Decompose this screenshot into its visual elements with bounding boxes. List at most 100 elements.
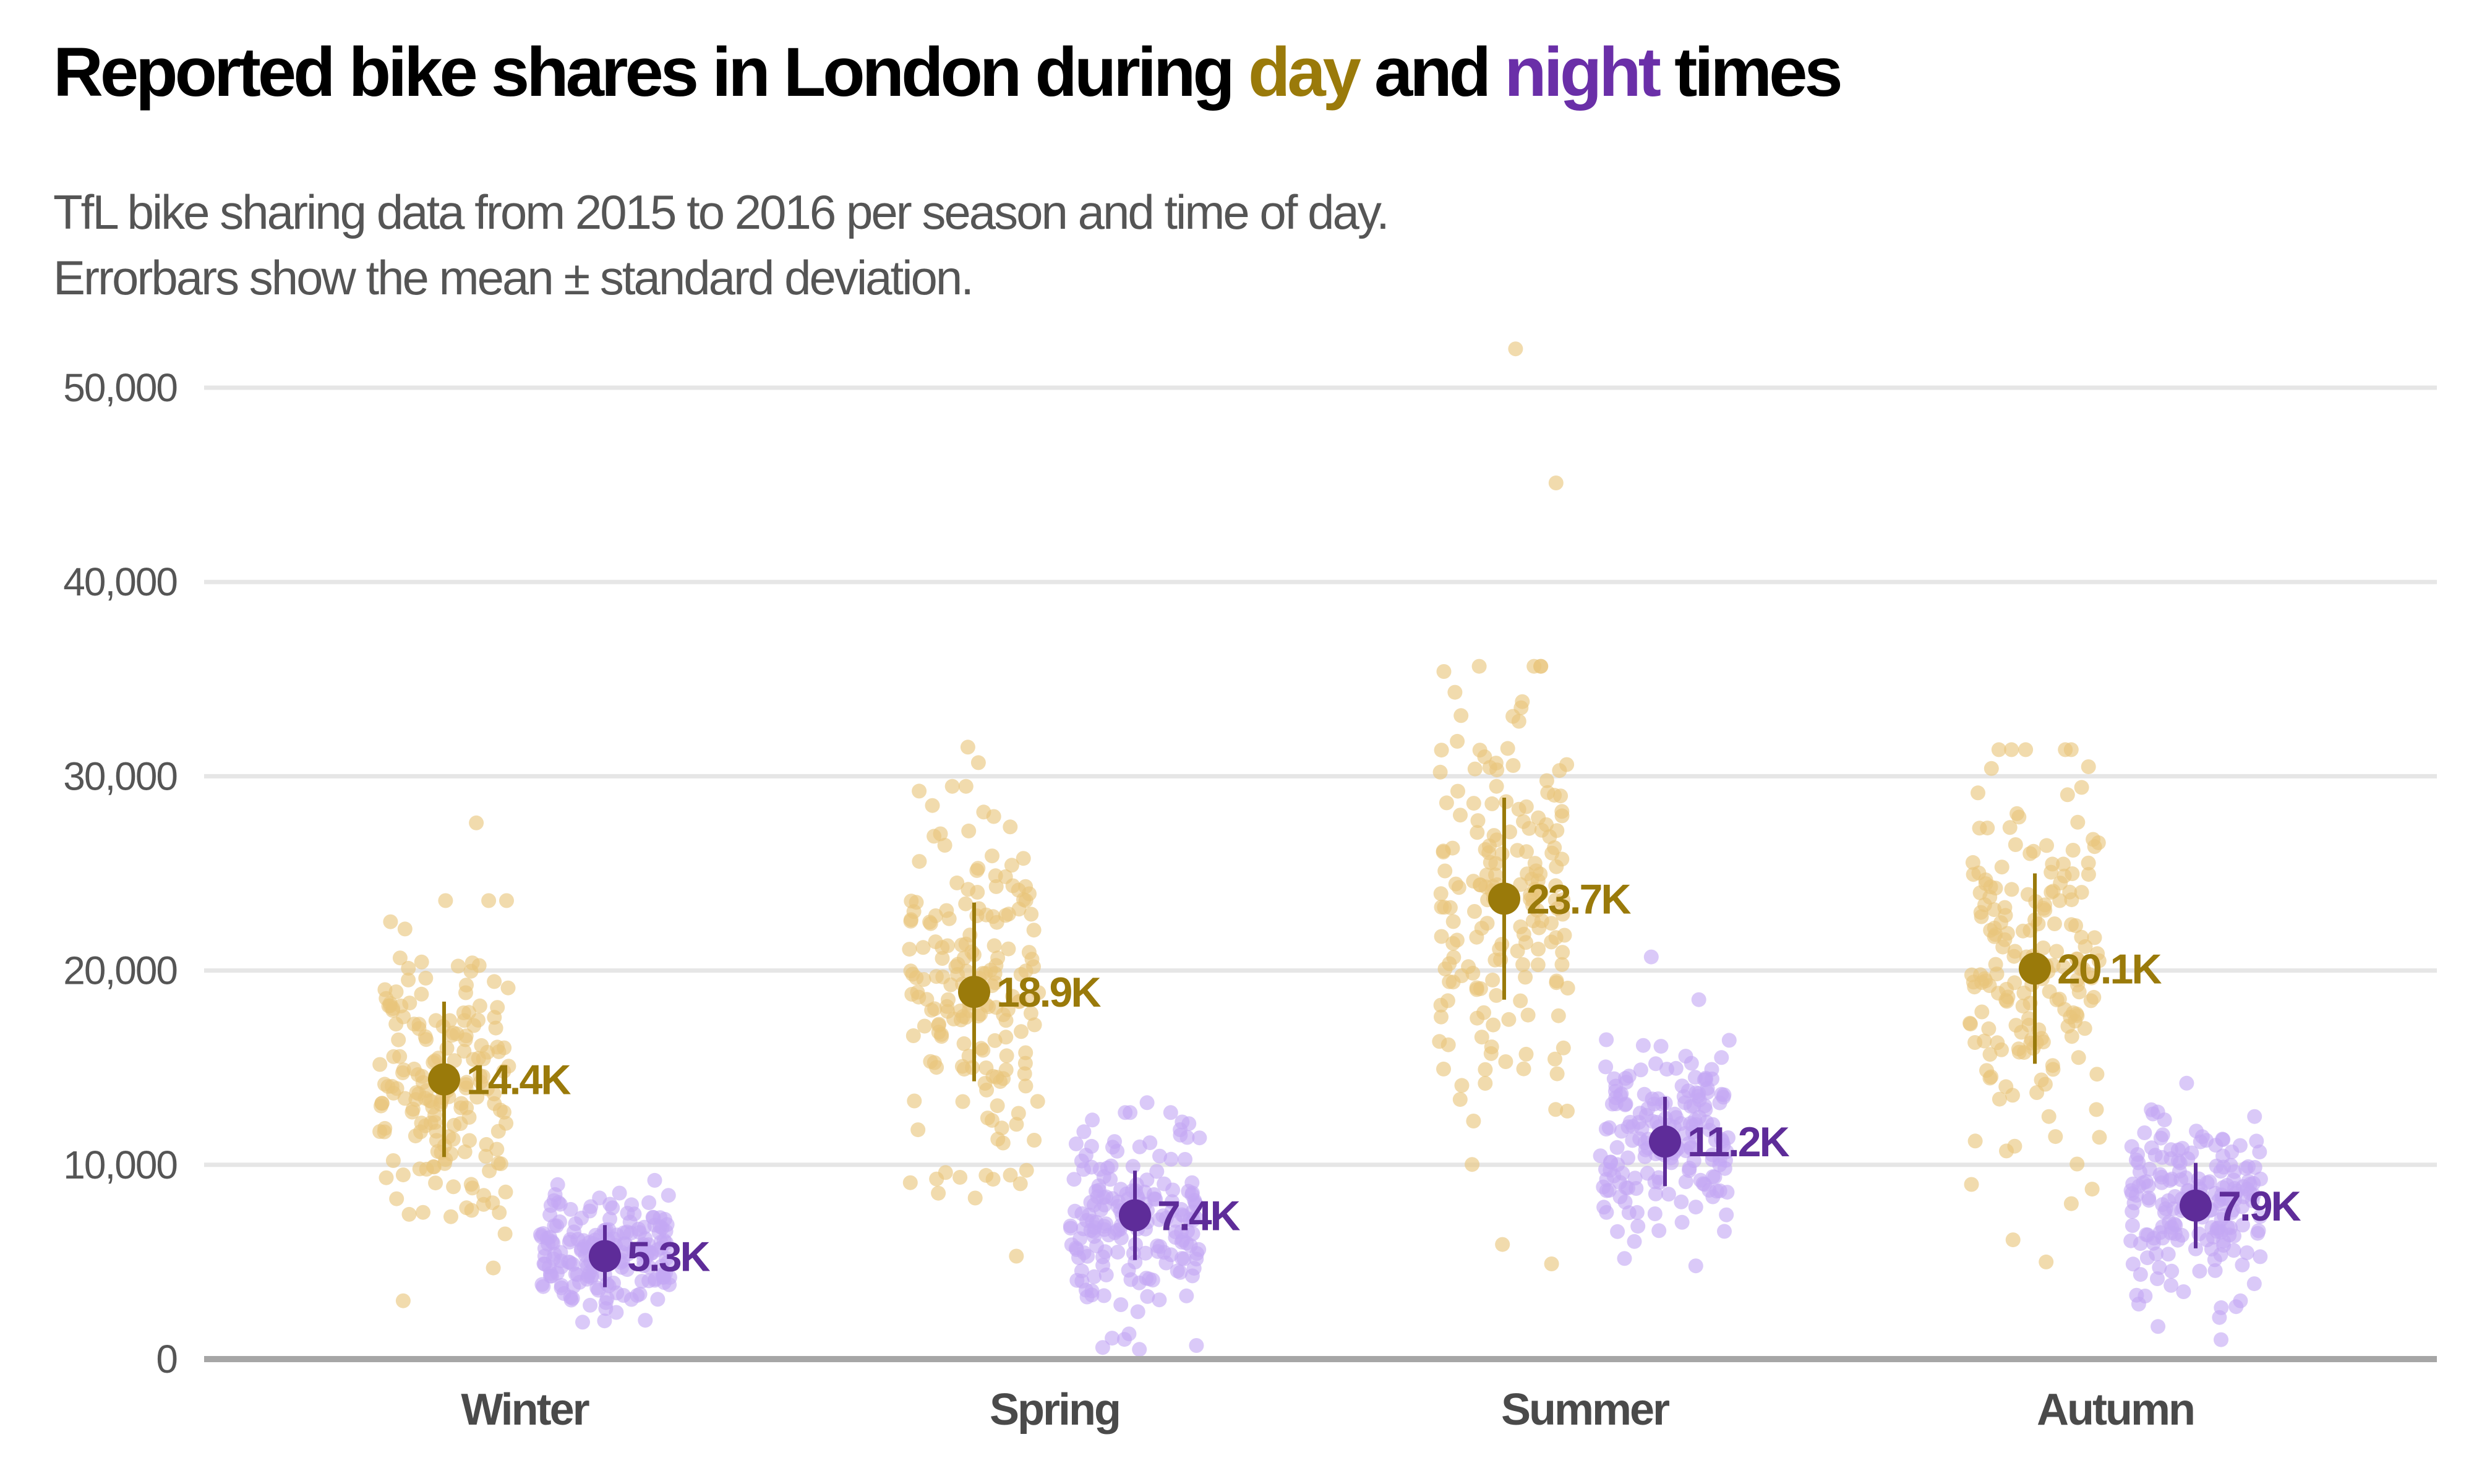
day-point [2045, 1062, 2061, 1077]
day-point [395, 1065, 411, 1080]
day-point [1024, 952, 1040, 967]
day-point [941, 992, 956, 1007]
night-point [2125, 1176, 2141, 1192]
day-point [990, 1098, 1005, 1114]
day-point [1547, 1051, 1562, 1067]
day-point [1510, 944, 1525, 958]
title-suffix: times [1658, 33, 1843, 111]
day-point [1977, 897, 1992, 913]
day-point [1486, 1017, 1501, 1033]
night-point [647, 1172, 662, 1188]
day-point [956, 1009, 971, 1024]
day-point [2008, 837, 2023, 852]
day-point [2087, 930, 2102, 945]
night-point [1084, 1138, 1099, 1154]
day-point [1478, 1062, 1493, 1077]
day-point [2070, 814, 2086, 830]
day-point [1019, 1162, 1034, 1178]
day-point [1531, 810, 1546, 825]
day-point [1534, 913, 1549, 929]
day-point [2035, 1034, 2051, 1050]
day-point [2029, 1085, 2045, 1100]
day-point [2078, 939, 2093, 954]
night-point [1599, 1172, 1614, 1187]
day-point [499, 893, 514, 908]
x-category-label: Spring [990, 1385, 1119, 1435]
night-point [1691, 992, 1706, 1007]
day-point [419, 1032, 434, 1047]
night-point [1678, 1174, 1693, 1190]
day-point [1972, 821, 1987, 836]
day-point [1556, 892, 1571, 907]
night-point [2242, 1177, 2258, 1192]
day-point [1548, 475, 1564, 490]
night-point [2207, 1252, 2222, 1268]
night-point [2250, 1226, 2266, 1241]
title-middle: and [1358, 33, 1505, 111]
day-point [2087, 839, 2102, 855]
day-point [906, 904, 922, 919]
day-point [2018, 742, 2034, 757]
day-point [1485, 973, 1500, 987]
night-point [2129, 1188, 2144, 1203]
day-point [2011, 1041, 2026, 1057]
night-point [1697, 1098, 1713, 1114]
night-point [2226, 1243, 2241, 1258]
day-point [1023, 1005, 1038, 1021]
day-point [1518, 799, 1534, 814]
day-point [1994, 859, 2010, 875]
day-point [2004, 742, 2019, 757]
night-point [1152, 1148, 1167, 1164]
day-point [902, 942, 917, 957]
day-point [1471, 659, 1487, 674]
night-point [641, 1244, 656, 1260]
day-point [401, 960, 416, 976]
night-point [1145, 1273, 1160, 1288]
night-point [2247, 1109, 2262, 1124]
day-point [458, 1032, 473, 1047]
y-tick-label: 40,000 [63, 560, 177, 604]
night-point [556, 1286, 571, 1301]
day-point [401, 1206, 417, 1222]
day-point [1977, 971, 1992, 986]
day-point [999, 1048, 1014, 1064]
day-point [905, 1028, 921, 1043]
day-point [429, 1124, 444, 1139]
day-point [986, 809, 1001, 824]
chart-title: Reported bike shares in London during da… [53, 32, 1843, 112]
night-point [1113, 1297, 1129, 1312]
night-point [623, 1292, 639, 1307]
night-point [2215, 1159, 2231, 1175]
day-point [1437, 863, 1453, 879]
night-point [609, 1286, 625, 1300]
day-point [1556, 1040, 1571, 1055]
night-point [659, 1235, 674, 1250]
night-point [1667, 1106, 1682, 1122]
day-point [1992, 1091, 2007, 1107]
night-point [1716, 1090, 1731, 1105]
day-point [958, 936, 974, 952]
night-point [1084, 1159, 1099, 1175]
night-point [568, 1266, 583, 1282]
night-point [1712, 1151, 1727, 1167]
day-point [2091, 953, 2107, 968]
night-point [2164, 1219, 2179, 1235]
night-point [2235, 1217, 2250, 1233]
night-point [1121, 1263, 1136, 1278]
day-point [987, 938, 1002, 953]
day-point [1505, 758, 1521, 773]
night-point [1113, 1182, 1129, 1197]
night-mean-label: 7.4K [1157, 1192, 1241, 1239]
day-point [456, 1005, 471, 1020]
day-point [1012, 1176, 1028, 1192]
day-point [927, 1001, 943, 1017]
night-point [1175, 1232, 1191, 1248]
day-point [443, 1209, 458, 1224]
day-point [428, 1175, 443, 1191]
night-point [1653, 1039, 1669, 1054]
day-point [1547, 788, 1562, 803]
day-point [1467, 761, 1483, 777]
day-point [1990, 1035, 2005, 1051]
day-point [1473, 981, 1488, 996]
night-point [609, 1305, 624, 1320]
